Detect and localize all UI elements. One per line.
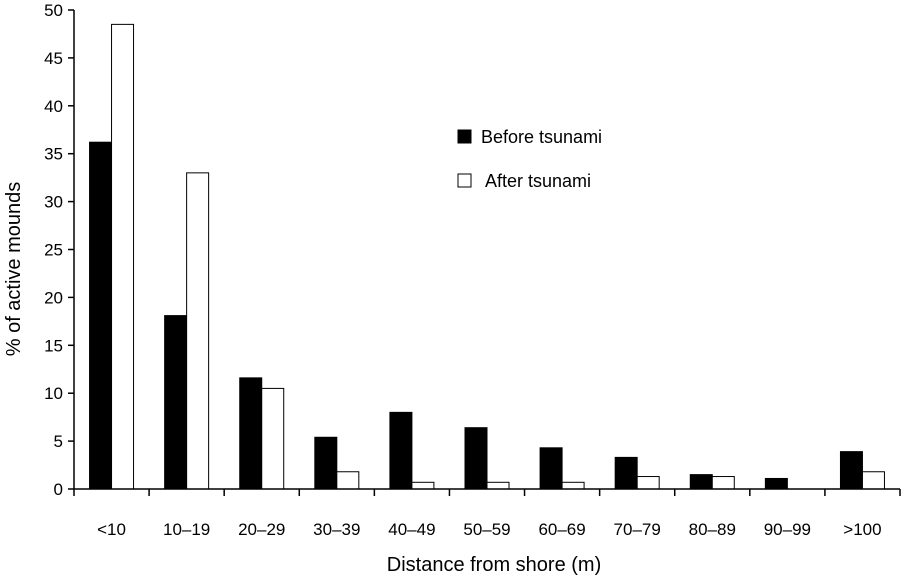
y-tick-label: 0 bbox=[54, 480, 63, 499]
x-tick-label: 70–79 bbox=[614, 520, 661, 539]
bar-after-1 bbox=[186, 172, 210, 490]
legend-swatch-before bbox=[457, 129, 472, 144]
bar-after-5 bbox=[486, 481, 510, 490]
x-tick-label: 80–89 bbox=[689, 520, 736, 539]
x-tick-label: >100 bbox=[843, 520, 881, 539]
x-tick-label: 90–99 bbox=[764, 520, 811, 539]
bar-before-8 bbox=[689, 474, 713, 490]
x-tick-label: 60–69 bbox=[538, 520, 585, 539]
bar-after-2 bbox=[261, 387, 285, 490]
bar-after-3 bbox=[336, 471, 360, 490]
bar-before-10 bbox=[839, 451, 863, 490]
legend-label-before: Before tsunami bbox=[481, 127, 602, 147]
x-axis-title: Distance from shore (m) bbox=[387, 554, 602, 576]
bar-before-4 bbox=[389, 411, 413, 490]
y-tick-label: 5 bbox=[54, 432, 63, 451]
x-tick-label: 50–59 bbox=[463, 520, 510, 539]
bar-after-4 bbox=[411, 481, 435, 490]
y-tick-label: 30 bbox=[44, 193, 63, 212]
y-tick-label: 15 bbox=[44, 336, 63, 355]
bar-after-0 bbox=[111, 23, 135, 490]
bar-after-7 bbox=[636, 476, 660, 490]
legend-label-after: After tsunami bbox=[485, 171, 591, 191]
y-tick-label: 20 bbox=[44, 288, 63, 307]
legend-swatch-after bbox=[457, 173, 472, 188]
bar-before-1 bbox=[164, 315, 188, 490]
y-tick-label: 50 bbox=[44, 1, 63, 20]
bar-before-0 bbox=[89, 141, 113, 490]
x-tick-label: 40–49 bbox=[388, 520, 435, 539]
y-tick-label: 45 bbox=[44, 49, 63, 68]
bar-before-3 bbox=[314, 436, 338, 490]
y-axis-title: % of active mounds bbox=[3, 182, 25, 357]
bar-after-6 bbox=[561, 481, 585, 490]
y-tick-label: 25 bbox=[44, 241, 63, 260]
x-axis: <10 10–19 20–29 30–39 40–49 50–59 60–69 70–79 80… bbox=[73, 488, 901, 539]
bars-group bbox=[89, 23, 885, 490]
x-tick-label: 10–19 bbox=[163, 520, 210, 539]
y-tick-label: 40 bbox=[44, 97, 63, 116]
y-tick-label: 35 bbox=[44, 145, 63, 164]
y-tick-label: 10 bbox=[44, 384, 63, 403]
bar-after-10 bbox=[861, 471, 885, 490]
x-tick-label: 30–39 bbox=[313, 520, 360, 539]
x-tick-label: 20–29 bbox=[238, 520, 285, 539]
legend: Before tsunami After tsunami bbox=[457, 127, 602, 191]
bar-after-8 bbox=[711, 476, 735, 490]
x-tick-label: <10 bbox=[97, 520, 126, 539]
bar-before-5 bbox=[464, 427, 488, 490]
bar-before-9 bbox=[764, 477, 788, 490]
y-axis: 0 5 10 15 20 25 30 35 40 45 50 bbox=[44, 1, 75, 499]
bar-before-2 bbox=[239, 377, 263, 490]
bar-before-7 bbox=[614, 456, 638, 490]
bar-before-6 bbox=[539, 447, 563, 490]
